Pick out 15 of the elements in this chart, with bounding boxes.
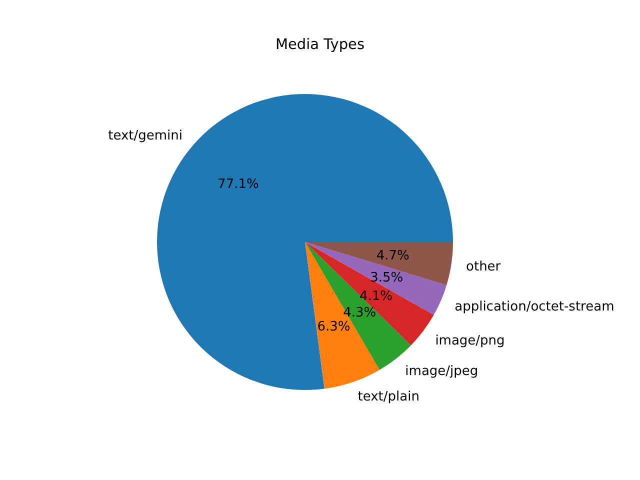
slice-label: text/plain	[358, 390, 420, 405]
pie-slice	[305, 242, 447, 315]
slice-label: image/jpeg	[405, 364, 478, 379]
chart-title: Media Types	[275, 37, 365, 53]
pie-slice	[305, 242, 434, 346]
slice-label: image/png	[435, 333, 505, 348]
slice-label: text/gemini	[108, 128, 183, 144]
data-label: 4.1%	[359, 288, 393, 304]
data-label: 3.5%	[370, 270, 404, 286]
pie-slice	[305, 242, 453, 286]
slice-label: other	[466, 260, 502, 274]
data-label: 77.1%	[218, 177, 259, 192]
slice-label: application/octet-stream	[454, 300, 614, 315]
data-label: 6.3%	[317, 320, 350, 335]
data-label: 4.7%	[376, 248, 410, 264]
